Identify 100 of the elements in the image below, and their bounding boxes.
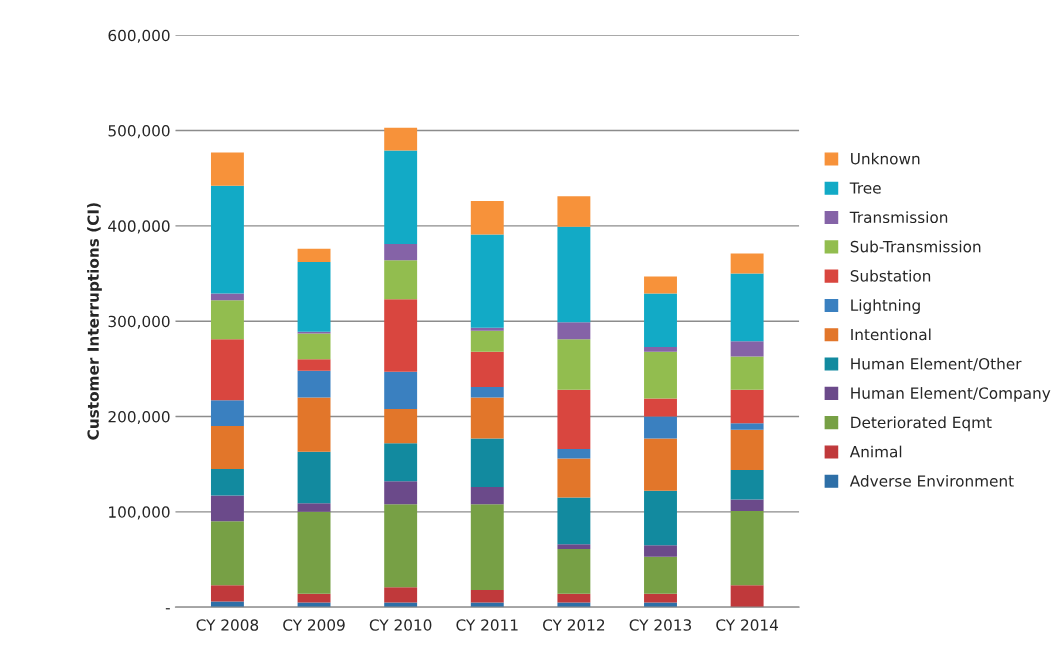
- bar: [470, 327, 504, 331]
- legend-label: Human Element/Company: [851, 387, 1051, 402]
- bar: [730, 423, 764, 430]
- bar: [210, 300, 244, 340]
- bar: [297, 248, 331, 263]
- bar: [730, 429, 764, 470]
- bar: [297, 397, 331, 452]
- y-tick-label: 600,000: [108, 29, 170, 43]
- legend-label: Adverse Environment: [849, 474, 1014, 487]
- bar: [730, 510, 764, 586]
- bar: [384, 127, 418, 151]
- bar: [470, 487, 504, 505]
- legend-label: Lightning: [851, 299, 920, 314]
- bar: [644, 545, 677, 557]
- x-tick-label: CY 2011: [456, 619, 518, 631]
- bar: [297, 511, 331, 594]
- x-tick-label: CY 2010: [369, 619, 432, 631]
- x-tick-label: CY 2012: [543, 619, 605, 631]
- bar: [384, 443, 418, 482]
- bar: [210, 426, 244, 469]
- bar: [730, 253, 764, 274]
- legend-label: Intentional: [851, 328, 931, 341]
- bar: [644, 556, 677, 594]
- bar: [384, 481, 418, 505]
- bar: [557, 544, 591, 549]
- y-tick-label: 500,000: [108, 125, 170, 139]
- bar: [470, 386, 504, 398]
- bar: [384, 150, 418, 244]
- bar: [644, 276, 677, 294]
- x-tick-label: CY 2014: [716, 619, 778, 631]
- bar: [557, 196, 591, 227]
- bar: [644, 293, 677, 347]
- bar: [470, 397, 504, 439]
- bar: [210, 152, 244, 186]
- bar: [557, 339, 591, 390]
- bar: [730, 389, 764, 424]
- legend-label: Unknown: [851, 152, 920, 165]
- bar: [384, 243, 418, 261]
- legend-label: Substation: [850, 269, 931, 282]
- bar: [384, 408, 418, 444]
- bar: [297, 359, 331, 371]
- bar: [470, 438, 504, 488]
- bar: [730, 356, 764, 390]
- bar: [730, 273, 764, 342]
- bar: [210, 400, 244, 427]
- bar: [644, 490, 677, 546]
- x-tick-label: CY 2009: [283, 619, 345, 631]
- bar: [297, 262, 331, 332]
- bar: [210, 495, 244, 522]
- bar: [297, 333, 331, 360]
- bar: [730, 341, 764, 357]
- bar: [644, 593, 677, 603]
- legend-label: Deteriorated Eqmt: [851, 416, 992, 432]
- bar: [210, 585, 244, 602]
- bar: [210, 339, 244, 401]
- legend-label: Tree: [849, 182, 881, 194]
- bar: [470, 504, 504, 590]
- bar: [470, 234, 504, 328]
- bar: [210, 521, 244, 586]
- legend-label: Transmission: [849, 211, 948, 224]
- bar: [730, 499, 764, 511]
- y-tick-label: 200,000: [108, 410, 170, 425]
- bar: [470, 201, 504, 235]
- bar: [557, 448, 591, 459]
- bar: [297, 370, 331, 398]
- bar: [644, 398, 677, 417]
- y-tick-label: 400,000: [108, 220, 170, 234]
- bar: [470, 351, 504, 387]
- bar: [297, 593, 331, 603]
- bar: [384, 299, 418, 372]
- bar: [557, 593, 591, 603]
- bar: [384, 371, 418, 409]
- y-tick-label: -: [165, 608, 170, 610]
- bar: [644, 351, 677, 399]
- bar: [384, 260, 418, 300]
- bar: [730, 469, 764, 500]
- bar: [557, 549, 591, 594]
- bar: [210, 293, 244, 301]
- y-tick-label: 300,000: [108, 315, 170, 329]
- y-tick-label: 100,000: [109, 506, 170, 520]
- bar: [470, 330, 504, 352]
- legend-label: Animal: [849, 445, 902, 458]
- bar: [297, 451, 331, 504]
- x-tick-label: CY 2008: [196, 619, 259, 631]
- bar: [557, 226, 591, 323]
- bar: [210, 185, 244, 294]
- bar: [297, 503, 331, 512]
- bar: [557, 389, 591, 449]
- bar: [644, 438, 677, 491]
- legend-label: Sub-Transmission: [850, 240, 981, 253]
- y-axis-title: Customer Interruptions (CI): [87, 203, 102, 440]
- bar: [470, 589, 504, 603]
- bar: [557, 497, 591, 545]
- bar: [644, 346, 677, 352]
- bar: [730, 585, 764, 608]
- legend-label: Human Element/Other: [851, 357, 1022, 371]
- bar: [557, 458, 591, 498]
- bar: [210, 468, 244, 496]
- bar: [384, 587, 418, 603]
- bar: [384, 504, 418, 588]
